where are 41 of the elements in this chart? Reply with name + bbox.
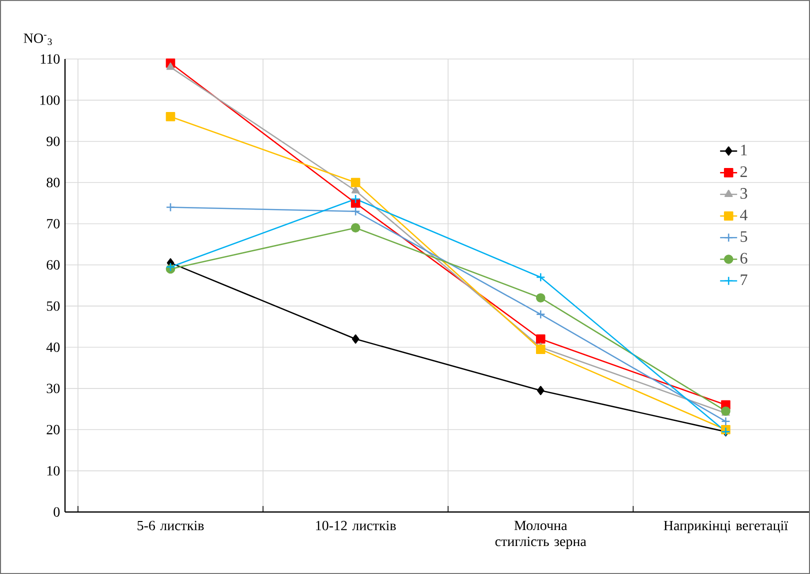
legend-label: 3	[740, 188, 748, 199]
x-tick-label: Наприкінці вегетації	[664, 520, 788, 534]
point	[166, 62, 175, 70]
point	[350, 223, 360, 232]
x-tick-label: Молочна стиглість зерна	[495, 520, 586, 549]
point	[350, 194, 360, 204]
legend-label: 7	[740, 274, 748, 286]
y-tick-label: 60	[46, 260, 60, 270]
y-tick-label: 80	[46, 178, 60, 188]
y-tick-label: 50	[46, 301, 60, 311]
y-tick-label: 110	[40, 54, 60, 64]
point	[350, 178, 360, 188]
legend-label: 6	[740, 252, 748, 264]
point	[351, 186, 360, 194]
point	[721, 416, 730, 426]
y-tick-label: 10	[47, 466, 60, 476]
y-tick-label: 100	[40, 95, 60, 105]
legend-label: 2	[740, 166, 747, 177]
point	[536, 334, 546, 344]
point	[350, 206, 360, 216]
point	[166, 202, 176, 212]
legend-label: 4	[740, 210, 748, 220]
legend-label: 5	[740, 231, 748, 242]
point	[536, 344, 546, 354]
y-tick-label: 40	[46, 342, 60, 352]
point	[536, 272, 546, 282]
point	[536, 310, 546, 319]
y-tick-label: 90	[46, 136, 60, 146]
legend-label: 1	[741, 144, 747, 156]
y-tick-label: 70	[47, 218, 60, 228]
point	[352, 334, 360, 344]
point	[166, 112, 176, 122]
point	[721, 406, 730, 416]
y-tick-label: 0	[54, 507, 60, 517]
point	[537, 386, 544, 396]
y-axis-title: NO$^{-}$3	[24, 34, 52, 46]
y-tick-label: 20	[46, 424, 60, 434]
x-tick-label: 5-6 листків	[138, 520, 204, 530]
point	[536, 293, 546, 302]
y-tick-label: 30	[46, 384, 60, 394]
x-tick-label: 10-12 листків	[316, 520, 396, 530]
